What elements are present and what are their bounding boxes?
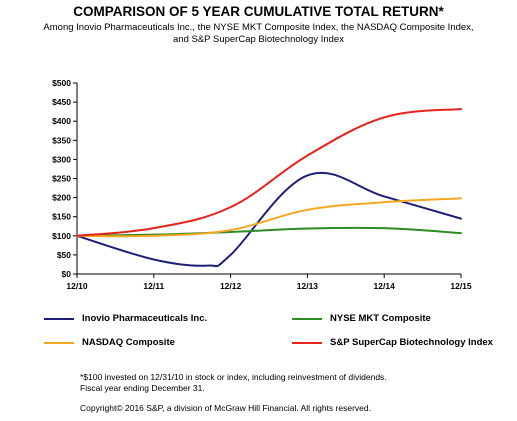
y-tick-label: $450 (52, 97, 71, 107)
y-tick-label: $0 (62, 269, 72, 279)
y-tick-label: $500 (52, 78, 71, 88)
legend-label-inovio: Inovio Pharmaceuticals Inc. (82, 313, 208, 324)
x-tick-label: 12/10 (66, 281, 88, 291)
legend-item-inovio: Inovio Pharmaceuticals Inc. (44, 313, 207, 324)
footnote: *$100 invested on 12/31/10 in stock or i… (80, 372, 387, 394)
y-tick-label: $200 (52, 193, 71, 203)
x-tick-label: 12/12 (220, 281, 242, 291)
y-tick-label: $350 (52, 135, 71, 145)
x-tick-label: 12/13 (297, 281, 319, 291)
subtitle-line-1: Among Inovio Pharmaceuticals Inc., the N… (43, 22, 474, 33)
legend-label-nasdaq: NASDAQ Composite (82, 337, 175, 348)
series-line-2 (76, 197, 462, 238)
legend-swatch-inovio (44, 317, 74, 320)
legend-item-nasdaq: NASDAQ Composite (44, 337, 175, 348)
y-tick-label: $50 (57, 250, 71, 260)
chart-title: COMPARISON OF 5 YEAR CUMULATIVE TOTAL RE… (73, 4, 444, 19)
legend-swatch-nyse (292, 317, 322, 320)
subtitle-line-2: and S&P SuperCap Biotechnology Index (173, 34, 344, 45)
legend-label-nyse: NYSE MKT Composite (330, 313, 431, 324)
legend-item-nyse: NYSE MKT Composite (292, 313, 431, 324)
footnote-line-1: *$100 invested on 12/31/10 in stock or i… (80, 372, 387, 382)
axes: $0 $50 $100 $150 $200 $250 $300 $350 $400 $450 $50… (52, 78, 472, 291)
y-tick-label: $250 (52, 174, 71, 184)
series-line-3 (76, 107, 462, 237)
y-tick-label: $100 (52, 231, 71, 241)
y-tick-label: $150 (52, 212, 71, 222)
footnote-line-2: Fiscal year ending December 31. (80, 383, 205, 393)
series-lines (76, 107, 462, 268)
copyright: Copyright© 2016 S&P, a division of McGra… (80, 403, 371, 413)
x-tick-label: 12/14 (374, 281, 396, 291)
legend-item-biotech: S&P SuperCap Biotechnology Index (292, 337, 493, 348)
y-tick-label: $300 (52, 154, 71, 164)
legend-swatch-nasdaq (44, 341, 74, 344)
line-chart: $0 $50 $100 $150 $200 $250 $300 $350 $400 $450 $50… (52, 78, 472, 291)
legend-swatch-biotech (292, 341, 322, 344)
y-tick-label: $400 (52, 116, 71, 126)
chart-subtitle: Among Inovio Pharmaceuticals Inc., the N… (0, 22, 517, 46)
x-tick-label: 12/11 (143, 281, 164, 291)
series-line-0 (76, 171, 462, 268)
series-line-1 (76, 226, 462, 237)
x-tick-label: 12/15 (450, 281, 472, 291)
legend-label-biotech: S&P SuperCap Biotechnology Index (330, 337, 493, 348)
